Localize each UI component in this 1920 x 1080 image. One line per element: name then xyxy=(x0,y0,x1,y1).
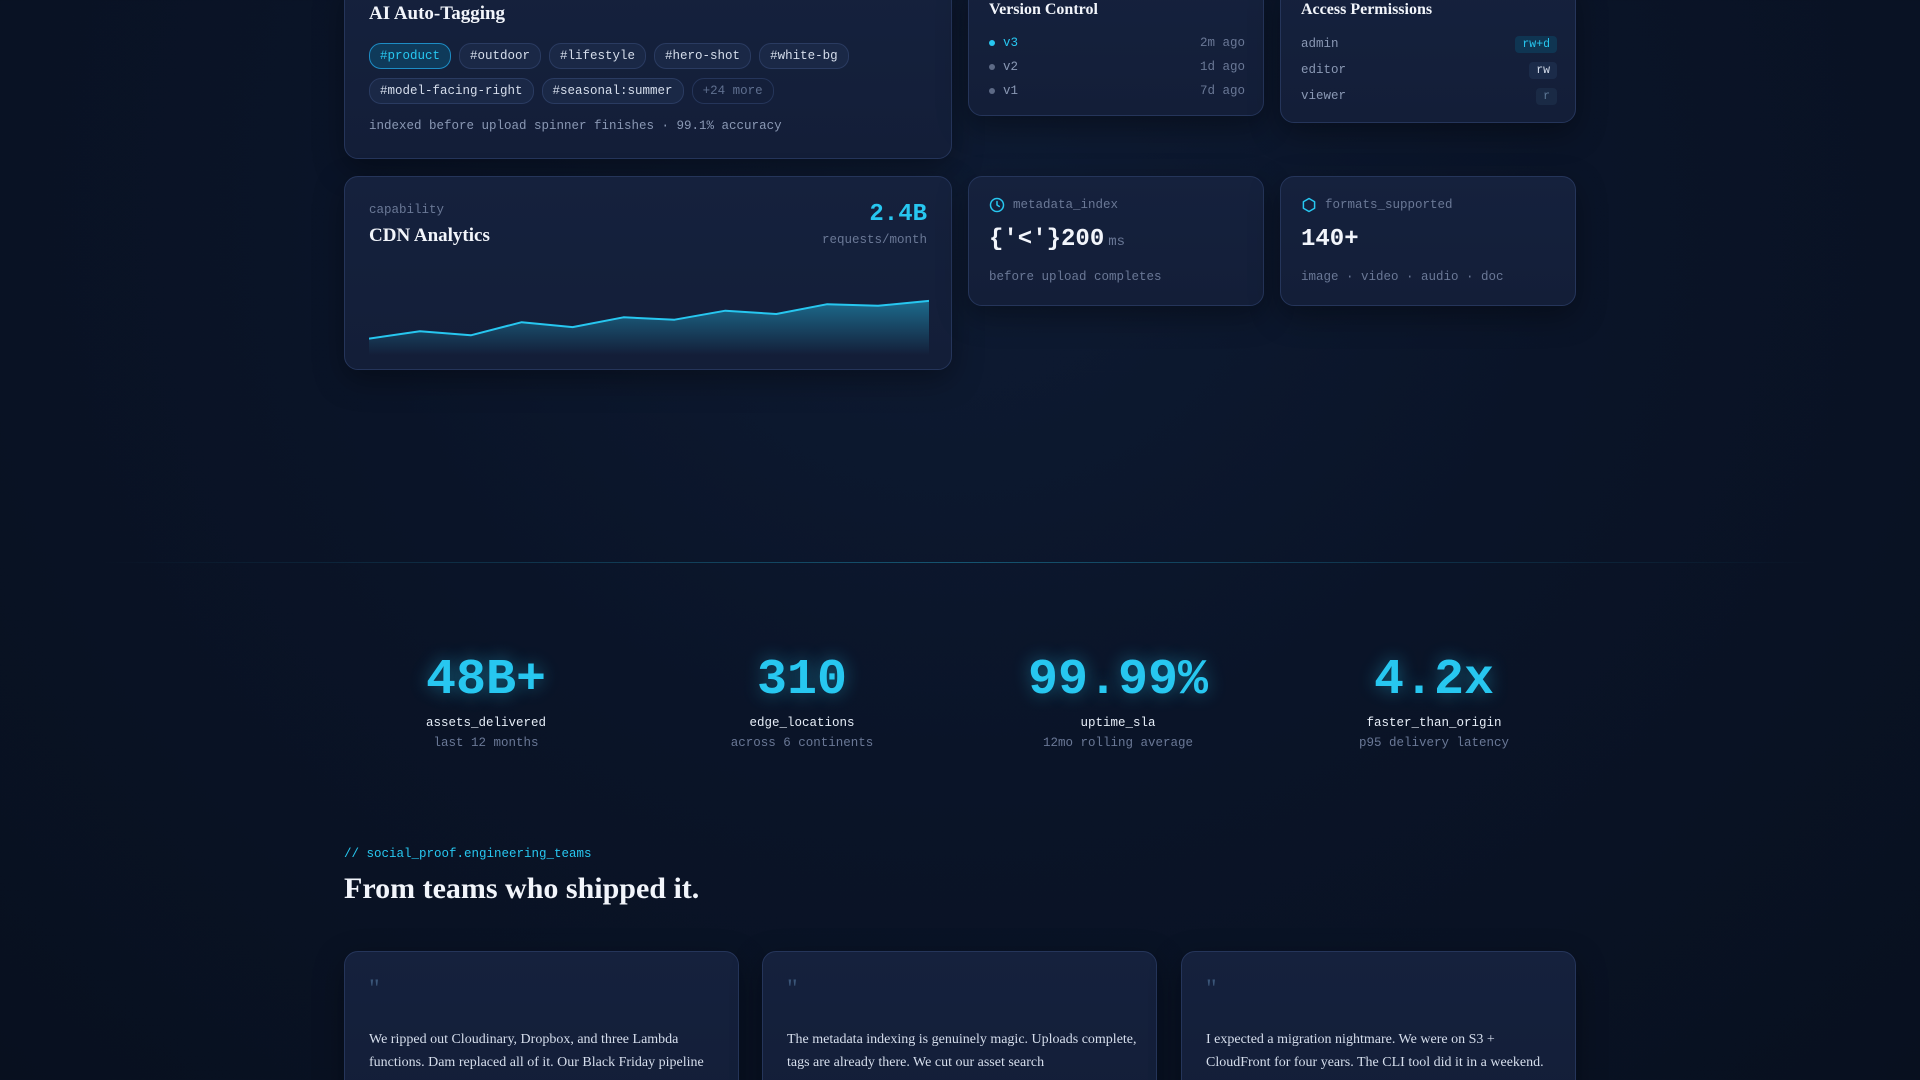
card-title: Access Permissions xyxy=(1301,1,1433,18)
stat-label: uptime_sla xyxy=(1080,716,1156,730)
role-label: editor xyxy=(1301,63,1347,77)
testimonial-text: The metadata indexing is genuinely magic… xyxy=(787,1032,1137,1070)
role-label: viewer xyxy=(1301,89,1347,103)
stat-value: 99.99% xyxy=(1027,652,1209,709)
card-header: metadata_index xyxy=(989,197,1118,213)
permission-badge: rw+d xyxy=(1515,35,1557,53)
card-header: formats_supported xyxy=(1301,197,1453,213)
version-time: 7d ago xyxy=(1199,84,1245,98)
stat-uptime-sla: 99.99% uptime_sla 12mo rolling average xyxy=(960,652,1276,750)
ai-auto-tagging-card: AI Auto-Tagging #product #outdoor #lifes… xyxy=(344,0,952,159)
chart-area-fill xyxy=(369,300,929,355)
tag-chip[interactable]: #outdoor xyxy=(459,43,542,69)
permission-row: editor rw xyxy=(1301,57,1557,83)
tag-chip[interactable]: #white-bg xyxy=(759,43,849,69)
stat-value: 48B+ xyxy=(425,652,547,709)
stat-sub: 12mo rolling average xyxy=(1042,736,1194,750)
card-title: Version Control xyxy=(989,1,1098,18)
version-row[interactable]: v1 7d ago xyxy=(989,79,1245,103)
stat-label: assets_delivered xyxy=(425,716,547,730)
dot-icon xyxy=(989,64,995,70)
requests-area-chart xyxy=(369,299,929,355)
quote-icon: " xyxy=(369,974,380,1003)
stat-sub: p95 delivery latency xyxy=(1358,736,1510,750)
tag-chip[interactable]: #model-facing-right xyxy=(369,78,534,104)
tag-chip[interactable]: #hero-shot xyxy=(654,43,752,69)
version-row[interactable]: v2 1d ago xyxy=(989,55,1245,79)
value-unit: ms xyxy=(1108,234,1126,250)
version-list: v3 2m ago v2 1d ago v1 7d ago xyxy=(989,31,1245,103)
permission-badge: r xyxy=(1536,87,1557,105)
testimonial-card: " We ripped out Cloudinary, Dropbox, and… xyxy=(344,951,739,1080)
dot-icon xyxy=(989,88,995,94)
testimonial-card: " I expected a migration nightmare. We w… xyxy=(1181,951,1576,1080)
version-time: 2m ago xyxy=(1199,36,1245,50)
stat-sub: last 12 months xyxy=(433,736,539,750)
tag-chip[interactable]: #seasonal:summer xyxy=(541,78,684,104)
value-text: {'<'}200 xyxy=(989,226,1105,253)
hexagon-icon xyxy=(1302,197,1316,213)
formats-supported-card: formats_supported 140+ image · video · a… xyxy=(1280,176,1576,306)
permission-list: admin rw+d editor rw viewer r xyxy=(1301,31,1557,109)
version-time: 1d ago xyxy=(1199,60,1245,74)
metadata-index-card: metadata_index {'<'}200 ms before upload … xyxy=(968,176,1264,306)
stat-value: 310 xyxy=(756,652,847,709)
stat-faster-than-origin: 4.2x faster_than_origin p95 delivery lat… xyxy=(1276,652,1592,750)
testimonial-text: We ripped out Cloudinary, Dropbox, and t… xyxy=(369,1032,704,1070)
tag-list: #product #outdoor #lifestyle #hero-shot … xyxy=(369,43,929,104)
stat-label: faster_than_origin xyxy=(1366,716,1502,730)
stat-value: 4.2x xyxy=(1373,652,1495,709)
card-kicker: capability xyxy=(369,203,445,217)
tagging-footer: indexed before upload spinner finishes ·… xyxy=(369,119,782,133)
testimonial-text: I expected a migration nightmare. We wer… xyxy=(1206,1032,1544,1070)
more-tags-chip[interactable]: +24 more xyxy=(691,78,774,104)
role-label: admin xyxy=(1301,37,1339,51)
requests-unit: requests/month xyxy=(821,233,927,247)
card-footer: before upload completes xyxy=(989,270,1162,284)
permission-badge: rw xyxy=(1529,61,1557,79)
card-footer: image · video · audio · doc xyxy=(1301,270,1504,284)
version-label: v1 xyxy=(1003,84,1019,98)
chart-series-line xyxy=(369,299,929,340)
quote-icon: " xyxy=(787,974,798,1003)
current-dot-icon xyxy=(989,40,995,46)
card-label: formats_supported xyxy=(1325,198,1453,212)
permission-row: admin rw+d xyxy=(1301,31,1557,57)
testimonial-card: " The metadata indexing is genuinely mag… xyxy=(762,951,1157,1080)
quote-icon: " xyxy=(1206,974,1217,1003)
version-control-card: Version Control v3 2m ago v2 1d ago v1 7… xyxy=(968,0,1264,116)
cdn-analytics-card: capability CDN Analytics 2.4B requests/m… xyxy=(344,176,952,370)
section-kicker: // social_proof.engineering_teams xyxy=(344,847,592,861)
permission-row: viewer r xyxy=(1301,83,1557,109)
version-row[interactable]: v3 2m ago xyxy=(989,31,1245,55)
access-permissions-card: Access Permissions admin rw+d editor rw … xyxy=(1280,0,1576,123)
metadata-latency-value: {'<'}200 ms xyxy=(989,226,1125,253)
section-heading: From teams who shipped it. xyxy=(344,872,700,905)
stat-sub: across 6 continents xyxy=(730,736,874,750)
stat-assets-delivered: 48B+ assets_delivered last 12 months xyxy=(328,652,644,750)
stat-edge-locations: 310 edge_locations across 6 continents xyxy=(644,652,960,750)
requests-value: 2.4B xyxy=(869,201,927,228)
version-label: v3 xyxy=(1003,36,1019,50)
section-divider xyxy=(100,562,1820,563)
tag-chip[interactable]: #lifestyle xyxy=(549,43,647,69)
version-label: v2 xyxy=(1003,60,1019,74)
card-title: CDN Analytics xyxy=(369,225,490,246)
clock-icon xyxy=(989,197,1005,213)
card-title: AI Auto-Tagging xyxy=(369,3,506,24)
tag-chip[interactable]: #product xyxy=(369,43,452,69)
card-label: metadata_index xyxy=(1013,198,1119,212)
formats-count-value: 140+ xyxy=(1301,226,1359,253)
stat-label: edge_locations xyxy=(749,716,855,730)
